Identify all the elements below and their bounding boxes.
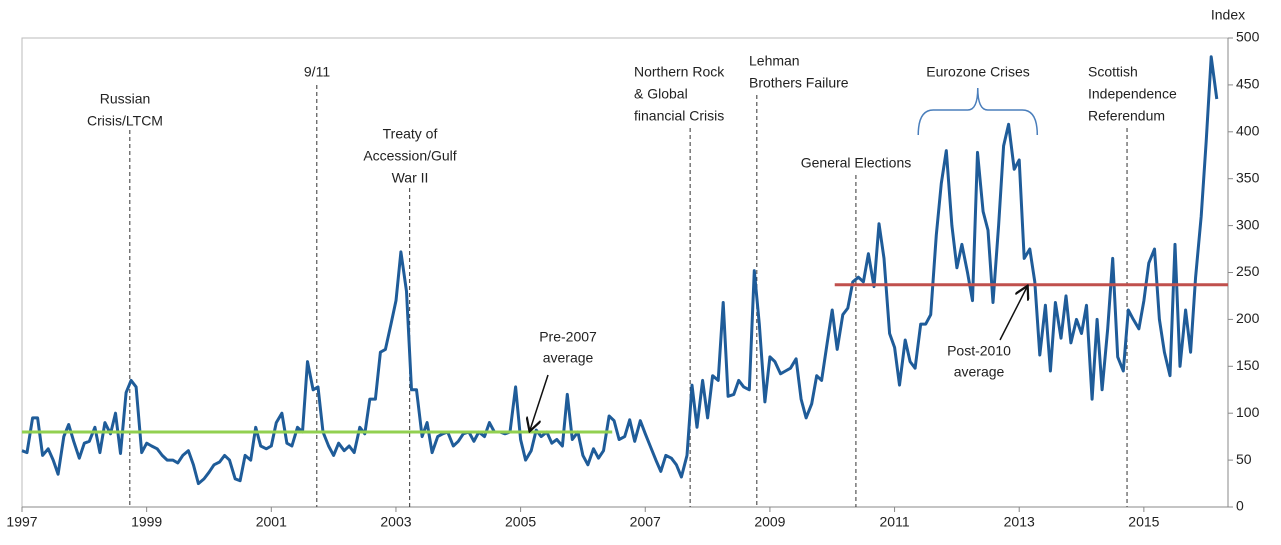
annotation-label: Eurozone Crises <box>926 64 1030 80</box>
annotation-label: War II <box>392 170 429 186</box>
y-tick-label: 50 <box>1236 451 1252 467</box>
annotation-label: Independence <box>1088 86 1177 102</box>
annotation-label: General Elections <box>801 155 912 171</box>
annotation-label: & Global <box>634 86 688 102</box>
annotation-label: 9/11 <box>304 64 330 80</box>
y-tick-label: 350 <box>1236 169 1260 185</box>
y-tick-label: 150 <box>1236 357 1260 373</box>
x-tick-label: 2005 <box>505 514 536 530</box>
y-tick-label: 450 <box>1236 76 1260 92</box>
y-axis-label: Index <box>1211 7 1245 23</box>
average-arrow <box>530 374 549 430</box>
annotation-label: Crisis/LTCM <box>87 113 163 129</box>
x-tick-label: 2013 <box>1004 514 1035 530</box>
series-line <box>21 55 1219 486</box>
y-tick-label: 500 <box>1236 29 1260 45</box>
y-tick-label: 250 <box>1236 263 1260 279</box>
y-tick-label: 200 <box>1236 310 1260 326</box>
x-tick-label: 2001 <box>256 514 287 530</box>
annotation-label: Accession/Gulf <box>363 148 456 164</box>
annotation-label: financial Crisis <box>634 108 724 124</box>
annotation-label: Treaty of <box>383 126 438 142</box>
y-tick-label: 0 <box>1236 498 1244 514</box>
x-tick-label: 1999 <box>131 514 162 530</box>
x-tick-label: 2009 <box>754 514 785 530</box>
annotation-label: Scottish <box>1088 64 1138 80</box>
y-tick-label: 100 <box>1236 404 1260 420</box>
annotation-label: Northern Rock <box>634 64 725 80</box>
y-tick-label: 300 <box>1236 216 1260 232</box>
annotation-label: Brothers Failure <box>749 75 849 91</box>
annotation-label: Referendum <box>1088 108 1165 124</box>
x-tick-label: 2015 <box>1128 514 1159 530</box>
y-tick-label: 400 <box>1236 123 1260 139</box>
x-tick-label: 2011 <box>880 514 910 530</box>
average-label: Pre-2007 <box>539 329 597 345</box>
average-label: average <box>954 364 1005 380</box>
average-arrow <box>999 287 1027 341</box>
brace <box>917 87 1039 136</box>
x-tick-label: 2003 <box>380 514 411 530</box>
x-tick-label: 1997 <box>6 514 37 530</box>
annotation-label: Lehman <box>749 53 800 69</box>
average-label: average <box>543 350 594 366</box>
average-label: Post-2010 <box>947 343 1011 359</box>
annotation-label: Russian <box>100 91 151 107</box>
x-tick-label: 2007 <box>630 514 661 530</box>
